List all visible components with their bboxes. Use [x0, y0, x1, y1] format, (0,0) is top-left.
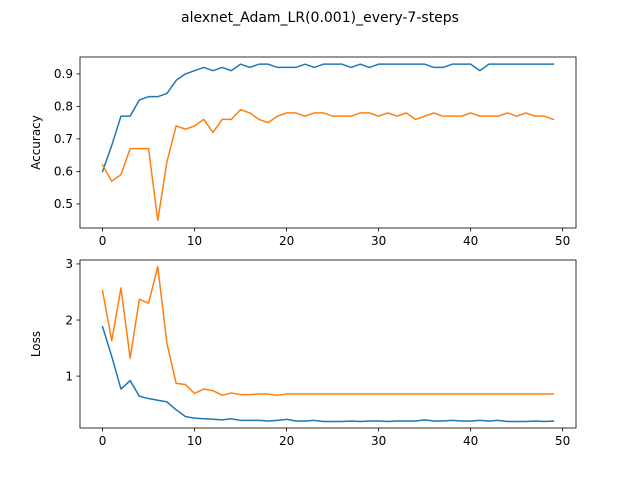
accuracy-x-tick-label: 40: [463, 234, 478, 248]
loss-y-tick-label: 2: [65, 313, 73, 327]
accuracy-x-tick-label: 20: [279, 234, 294, 248]
accuracy-x-tick-label: 0: [99, 234, 107, 248]
loss-x-tick-label: 10: [187, 434, 202, 448]
accuracy-x-ticks: 0 10 20 30 40 50: [99, 228, 570, 248]
loss-x-tick-label: 0: [99, 434, 107, 448]
accuracy-y-tick-label: 0.9: [54, 67, 73, 81]
loss-axes-frame: [79, 259, 577, 429]
loss-x-tick-label: 30: [371, 434, 386, 448]
loss-series-line-2: [101, 265, 555, 396]
accuracy-axes-frame: [79, 56, 577, 229]
loss-x-tick-label: 50: [555, 434, 570, 448]
accuracy-x-tick-label: 50: [555, 234, 570, 248]
loss-series-line-1: [101, 325, 555, 423]
accuracy-y-tick-label: 0.8: [54, 100, 73, 114]
accuracy-x-tick-label: 30: [371, 234, 386, 248]
loss-y-tick-label: 1: [65, 369, 73, 383]
accuracy-y-axis-label: Accuracy: [29, 115, 43, 170]
loss-x-tick-label: 20: [279, 434, 294, 448]
loss-series-group: [101, 265, 555, 423]
loss-y-tick-label: 3: [65, 257, 73, 271]
loss-x-tick-label: 40: [463, 434, 478, 448]
subplot-loss: 0 10 20 30 40 50 1 2 3 Loss: [29, 257, 577, 448]
accuracy-y-tick-label: 0.6: [54, 165, 73, 179]
loss-x-ticks: 0 10 20 30 40 50: [99, 428, 570, 448]
accuracy-y-tick-label: 0.5: [54, 197, 73, 211]
loss-y-axis-label: Loss: [29, 331, 43, 357]
accuracy-series-line-1: [101, 63, 555, 173]
accuracy-series-line-2: [101, 108, 555, 221]
subplot-accuracy: 0 10 20 30 40 50 0.5 0.6 0.7 0.8 0.9 Accuracy: [29, 56, 577, 248]
chart-title: alexnet_Adam_LR(0.001)_every-7-steps: [181, 10, 459, 26]
accuracy-y-tick-label: 0.7: [54, 132, 73, 146]
accuracy-series-group: [101, 63, 555, 221]
accuracy-y-ticks: 0.5 0.6 0.7 0.8 0.9: [54, 67, 80, 211]
accuracy-x-tick-label: 10: [187, 234, 202, 248]
loss-y-ticks: 1 2 3: [65, 257, 80, 383]
